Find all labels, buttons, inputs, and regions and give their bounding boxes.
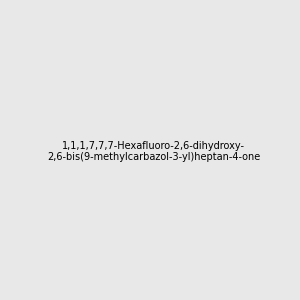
Text: 1,1,1,7,7,7-Hexafluoro-2,6-dihydroxy-
2,6-bis(9-methylcarbazol-3-yl)heptan-4-one: 1,1,1,7,7,7-Hexafluoro-2,6-dihydroxy- 2,… xyxy=(47,141,260,162)
